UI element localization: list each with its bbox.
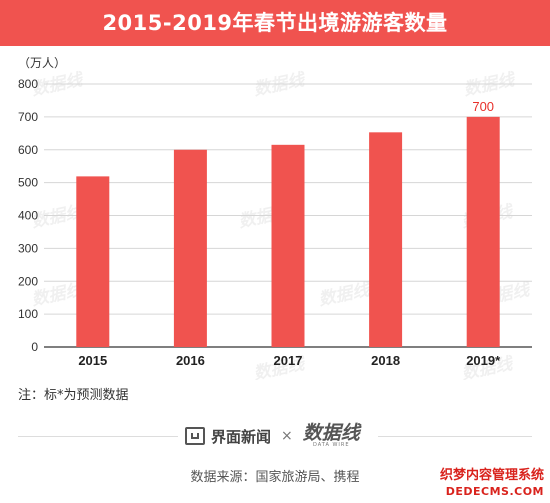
y-tick-300: 300 [18,241,38,255]
x-tick-2018: 2018 [371,353,400,368]
x-tick-labels: 2015 2016 2017 2018 2019* [78,353,501,368]
divider-right [378,436,532,437]
bars [76,116,500,347]
y-axis-unit: （万人） [18,56,67,70]
jiemian-logo-icon [185,427,205,445]
y-tick-200: 200 [18,274,38,288]
y-tick-400: 400 [18,209,38,223]
y-tick-500: 500 [18,176,38,190]
y-tick-600: 600 [18,143,38,157]
bar-2016 [173,149,207,347]
footnote: 注：标*为预测数据 [18,388,129,403]
y-tick-800: 800 [18,77,38,91]
watermark-2: 数据线 [462,70,518,101]
bar-2019 [466,116,500,347]
data-source: 数据来源：国家旅游局、携程 [190,470,360,485]
y-tick-700: 700 [18,110,38,124]
divider-left [18,436,178,437]
corner-line-2: DEDECMS.COM [445,485,544,498]
partner-logo: 数据线 DATA WIRE [302,422,360,449]
brand-footer: 界面新闻 × 数据线 DATA WIRE [185,424,360,448]
bar-2017 [271,144,305,347]
data-label-2019: 700 [472,99,494,114]
corner-watermark: 织梦内容管理系统 DEDECMS.COM [440,468,544,500]
brand-name: 界面新闻 [211,427,272,446]
partner-sub: DATA WIRE [312,442,350,448]
corner-line-1: 织梦内容管理系统 [439,468,544,483]
bar-2018 [369,132,403,347]
x-tick-2015: 2015 [78,353,107,368]
x-tick-2016: 2016 [176,353,205,368]
watermark-1: 数据线 [252,70,308,101]
bar-chart: 数据线数据线数据线数据线数据线数据线数据线数据线数据线数据线数据线 010020… [18,70,533,380]
y-tick-0: 0 [31,340,38,354]
x-tick-2019: 2019* [466,353,501,368]
brand-times: × [281,428,293,444]
watermark-7: 数据线 [317,280,373,311]
y-tick-100: 100 [18,307,38,321]
watermark-0: 数据线 [30,70,86,101]
partner-name: 数据线 [302,422,360,444]
y-tick-labels: 0 100 200 300 400 500 600 700 800 [18,77,38,354]
x-tick-2017: 2017 [274,353,303,368]
chart-title: 2015-2019年春节出境游游客数量 [102,11,448,35]
data-labels: 700 [472,99,494,114]
title-banner: 2015-2019年春节出境游游客数量 [0,0,550,46]
bar-2015 [76,176,110,347]
